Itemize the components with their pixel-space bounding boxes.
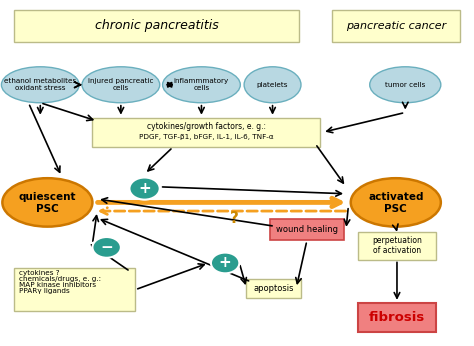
Text: ethanol metabolites
oxidant stress: ethanol metabolites oxidant stress [4,78,76,91]
FancyBboxPatch shape [14,10,299,42]
FancyBboxPatch shape [358,303,436,332]
Text: perpetuation
of activation: perpetuation of activation [372,236,422,255]
Text: MAP kinase inhibitors: MAP kinase inhibitors [19,282,96,288]
Circle shape [211,253,239,273]
FancyBboxPatch shape [92,118,320,147]
Text: platelets: platelets [257,82,288,88]
Ellipse shape [244,67,301,103]
Text: PPARγ ligands: PPARγ ligands [19,288,70,294]
FancyBboxPatch shape [246,279,301,298]
Ellipse shape [351,178,441,227]
Ellipse shape [1,67,79,103]
Text: chemicals/drugs, e. g.:: chemicals/drugs, e. g.: [19,276,101,282]
FancyBboxPatch shape [14,268,135,311]
Text: quiescent: quiescent [18,192,76,202]
Text: fibrosis: fibrosis [369,311,425,324]
Text: PSC: PSC [384,204,407,213]
Text: activated: activated [368,192,424,202]
Ellipse shape [2,178,92,227]
Text: cytokines ?: cytokines ? [19,270,60,276]
Text: +: + [138,181,151,196]
FancyBboxPatch shape [358,232,436,260]
Text: wound healing: wound healing [276,225,338,234]
Text: PDGF, TGF-β1, bFGF, IL-1, IL-6, TNF-α: PDGF, TGF-β1, bFGF, IL-1, IL-6, TNF-α [139,134,273,140]
Text: pancreatic cancer: pancreatic cancer [346,21,446,31]
Ellipse shape [82,67,160,103]
Text: injured pancreatic
cells: injured pancreatic cells [88,78,154,91]
Text: apoptosis: apoptosis [254,283,294,293]
Text: chronic pancreatitis: chronic pancreatitis [94,19,219,33]
Text: +: + [219,255,231,271]
Text: cytokines/growth factors, e. g.:: cytokines/growth factors, e. g.: [146,122,266,131]
Text: PSC: PSC [36,204,59,213]
Circle shape [92,237,121,258]
FancyBboxPatch shape [332,10,460,42]
Text: inflammmatory
cells: inflammmatory cells [174,78,229,91]
Ellipse shape [163,67,240,103]
FancyBboxPatch shape [270,219,344,240]
Ellipse shape [370,67,441,103]
Text: ?: ? [230,211,239,226]
Circle shape [129,177,160,200]
Text: tumor cells: tumor cells [385,82,426,88]
Text: −: − [100,240,113,255]
